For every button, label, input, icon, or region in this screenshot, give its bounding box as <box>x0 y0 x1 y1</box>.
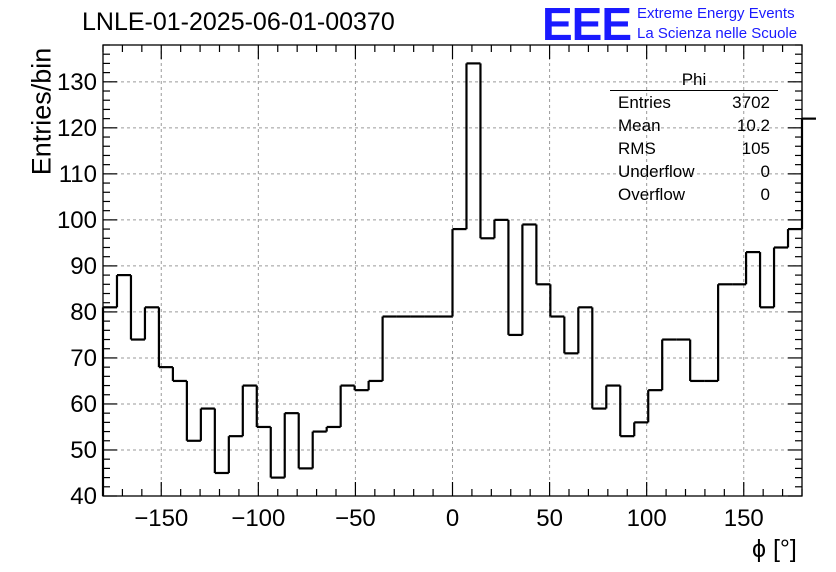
y-axis-label: Entries/bin <box>26 47 57 176</box>
stats-row-mean: Mean 10.2 <box>610 114 778 137</box>
y-tick-label: 70 <box>70 345 97 372</box>
y-tick-label: 110 <box>59 161 97 188</box>
x-tick-label: 0 <box>446 505 459 532</box>
stats-label: RMS <box>618 139 656 158</box>
stats-row-overflow: Overflow 0 <box>610 183 778 206</box>
x-tick-label: 100 <box>627 505 667 532</box>
y-tick-label: 100 <box>57 207 97 234</box>
stats-value: 105 <box>741 139 770 158</box>
y-tick-label: 60 <box>70 391 97 418</box>
stats-value: 10.2 <box>736 116 770 135</box>
stats-row-underflow: Underflow 0 <box>610 160 778 183</box>
stats-row-entries: Entries 3702 <box>610 91 778 114</box>
x-axis-label: ϕ [°] <box>752 535 797 563</box>
y-tick-label: 90 <box>70 253 97 280</box>
x-tick-label: 50 <box>536 505 563 532</box>
stats-label: Mean <box>618 116 661 135</box>
stats-label: Overflow <box>618 185 686 204</box>
x-tick-label: −150 <box>134 505 188 532</box>
x-tick-label: −50 <box>335 505 376 532</box>
y-tick-label: 120 <box>57 115 97 142</box>
y-tick-label: 50 <box>70 437 97 464</box>
logo-caption: Extreme Energy Events La Scienza nelle S… <box>637 4 797 44</box>
stats-value: 0 <box>760 162 770 181</box>
stats-value: 0 <box>760 185 770 204</box>
logo-line-2: La Scienza nelle Scuole <box>637 25 798 42</box>
y-tick-label: 130 <box>57 69 97 96</box>
stats-row-rms: RMS 105 <box>610 137 778 160</box>
y-tick-label: 40 <box>70 483 97 510</box>
logo-line-1: Extreme Energy Events <box>637 5 795 22</box>
x-tick-label: −100 <box>231 505 285 532</box>
stats-value: 3702 <box>732 93 770 112</box>
stats-label: Entries <box>618 93 671 112</box>
stats-title: Phi <box>610 70 778 91</box>
chart-title: LNLE-01-2025-06-01-00370 <box>82 8 395 36</box>
y-tick-label: 80 <box>70 299 97 326</box>
eee-logo: EEE <box>542 0 632 50</box>
stats-box: Phi Entries 3702 Mean 10.2 RMS 105 Under… <box>610 70 778 206</box>
stats-label: Underflow <box>618 162 695 181</box>
x-tick-label: 150 <box>724 505 764 532</box>
